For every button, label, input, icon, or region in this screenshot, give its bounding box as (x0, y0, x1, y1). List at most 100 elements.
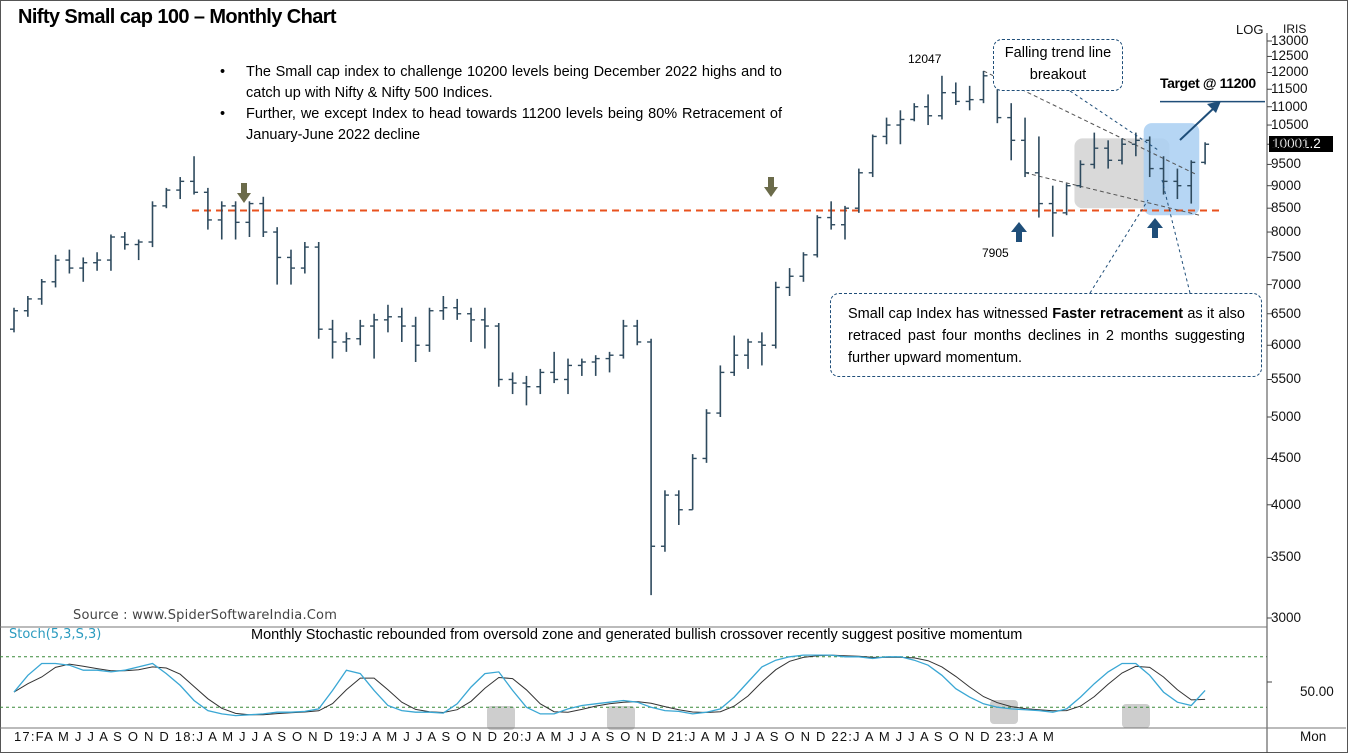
ohlc-bar (799, 252, 808, 282)
ohlc-bar (827, 201, 836, 230)
y-tick-label: 8000 (1271, 224, 1302, 240)
ohlc-bar (342, 332, 351, 352)
ohlc-bar (1201, 142, 1210, 165)
commentary-bullets: The Small cap index to challenge 10200 l… (220, 62, 782, 146)
ohlc-bar (1062, 183, 1071, 216)
ohlc-bar (1076, 160, 1085, 188)
ohlc-bar (120, 232, 129, 250)
ohlc-bar (397, 307, 406, 342)
breakout-callout: Falling trend line breakout (993, 39, 1123, 91)
ohlc-bar (771, 281, 780, 349)
y-tick-label: 12000 (1271, 64, 1309, 80)
ohlc-bar (162, 187, 171, 209)
ohlc-bar (564, 358, 572, 395)
y-tick-label: 7000 (1271, 276, 1302, 292)
arrow-shaft (768, 177, 774, 187)
ohlc-bar (536, 368, 545, 395)
ohlc-bar (522, 375, 531, 406)
retrace-text-post: as it also retraced past four months dec… (848, 306, 1245, 366)
arrow-shaft (1016, 232, 1022, 242)
ohlc-bar (1131, 132, 1140, 157)
ohlc-bar (106, 234, 115, 271)
ohlc-bar (273, 227, 282, 285)
y-tick-label: 10500 (1271, 117, 1309, 133)
arrow-head (237, 193, 251, 203)
ohlc-bar (467, 307, 476, 342)
trend-line-upper (983, 70, 1198, 176)
oversold-zone (1122, 704, 1150, 728)
ohlc-bar (605, 351, 614, 373)
iris-label: IRIS (1283, 22, 1307, 36)
bullet-item: Further, we except Index to head towards… (220, 104, 782, 146)
ohlc-bar (480, 307, 489, 349)
ohlc-bar (425, 307, 434, 352)
y-tick-label: 3000 (1271, 610, 1302, 625)
y-tick-label: 7500 (1271, 249, 1302, 265)
ohlc-bar (1034, 136, 1043, 218)
x-axis-labels: 17:FA M J J A S O N D 18:J A M J J A S O… (14, 729, 1055, 744)
ohlc-bar (882, 117, 891, 145)
y-tick-label: 4000 (1271, 496, 1302, 512)
ohlc-bar (190, 156, 199, 195)
ohlc-bar (328, 319, 337, 359)
ohlc-bar (702, 409, 711, 463)
chart-title: Nifty Small cap 100 – Monthly Chart (18, 6, 337, 28)
ohlc-bar (370, 313, 379, 359)
ohlc-bar (674, 490, 683, 525)
ohlc-bar (79, 257, 88, 282)
ohlc-bar (841, 205, 849, 240)
ohlc-bar (134, 239, 143, 261)
chart-overlays (0, 33, 1346, 753)
arrow-down-icon (764, 177, 778, 197)
ohlc-bar (453, 298, 462, 320)
stochastic-label: Stoch(5,3,S,3) (9, 627, 102, 642)
ohlc-bar (148, 201, 157, 248)
y-tick-label: 11000 (1271, 98, 1308, 114)
ohlc-bar (176, 177, 185, 200)
y-tick-label: 5500 (1271, 371, 1302, 387)
y-tick-label: 6000 (1271, 337, 1302, 353)
ohlc-bar (23, 295, 32, 317)
ohlc-bar (439, 295, 448, 320)
trend-line-lower (1024, 172, 1200, 216)
y-tick-label: 4500 (1271, 450, 1302, 466)
ohlc-bar (411, 316, 420, 362)
oversold-zone (607, 706, 635, 730)
ohlc-bar (619, 319, 628, 359)
ohlc-bar (203, 187, 212, 230)
ohlc-bar (951, 82, 960, 105)
y-tick-label: 8500 (1271, 200, 1302, 216)
ohlc-bar (259, 196, 268, 237)
ohlc-bar (1187, 160, 1196, 204)
last-price-box: 10001.2 (1269, 136, 1333, 152)
ohlc-bar (1173, 168, 1182, 200)
ohlc-bar (231, 201, 240, 240)
ohlc-bar (1048, 185, 1057, 237)
ohlc-bar (979, 70, 988, 104)
ohlc-bar (744, 338, 753, 369)
y-tick-label: 13000 (1271, 33, 1309, 48)
ohlc-bar (10, 307, 18, 333)
retrace-connector-left (1089, 199, 1149, 294)
ohlc-bar (1021, 117, 1030, 178)
breakout-zone (1143, 123, 1200, 216)
ohlc-bar (896, 110, 905, 145)
ohlc-bar (356, 319, 365, 346)
ohlc-bar (633, 319, 642, 346)
ohlc-bar (300, 242, 309, 274)
ohlc-bar (65, 249, 74, 274)
ohlc-bar (965, 85, 974, 111)
ohlc-bar (591, 355, 600, 376)
y-tick-label: 9000 (1271, 177, 1302, 193)
ohlc-bar (508, 372, 517, 395)
ohlc-bar (785, 268, 794, 296)
low-label: 7905 (982, 246, 1009, 260)
target-arrow-head (1207, 101, 1221, 113)
high-label: 12047 (908, 52, 942, 66)
arrow-head (1011, 222, 1027, 232)
arrow-up-icon (1011, 222, 1027, 242)
stoch-axis-label: 50.00 (1300, 684, 1334, 699)
ohlc-bar (730, 335, 739, 376)
arrow-shaft (1152, 228, 1158, 238)
